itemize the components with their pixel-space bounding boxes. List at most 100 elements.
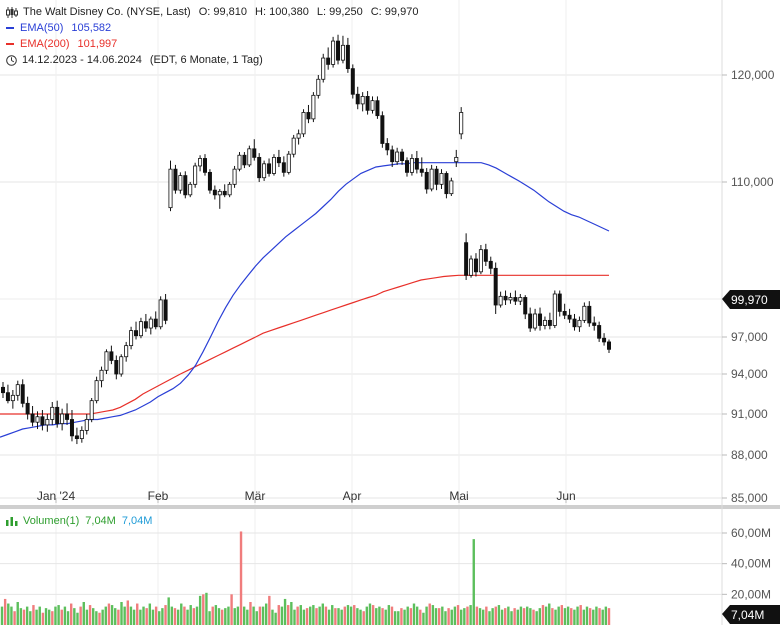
volume-bar xyxy=(22,609,26,625)
time-tick-label: Jan '24 xyxy=(37,489,76,503)
candle-body xyxy=(89,400,94,420)
volume-bar xyxy=(393,611,397,625)
volume-bar xyxy=(202,594,205,625)
volume-bar xyxy=(334,608,337,625)
volume-bar xyxy=(114,608,117,625)
candle-body xyxy=(153,318,158,328)
candle xyxy=(454,149,459,168)
candle xyxy=(513,290,518,306)
candle xyxy=(508,292,513,304)
candle-body xyxy=(99,369,104,382)
volume-bar xyxy=(381,608,384,625)
candle xyxy=(99,366,104,388)
candle-body xyxy=(582,305,587,321)
volume-bar xyxy=(431,605,435,625)
candle xyxy=(119,354,124,377)
candle xyxy=(473,253,478,277)
volume-bar xyxy=(321,603,324,625)
candle xyxy=(385,138,390,156)
candle xyxy=(311,92,316,123)
volume-bar xyxy=(32,605,35,625)
volume-bar xyxy=(560,605,564,625)
volume-bar xyxy=(47,609,51,625)
candle-body xyxy=(79,429,84,439)
candle-body xyxy=(60,413,65,424)
volume-bar xyxy=(478,608,482,625)
volume-bar xyxy=(337,608,340,625)
volume-bar xyxy=(566,606,570,625)
volume-bar xyxy=(535,611,538,625)
candle xyxy=(577,316,582,332)
volume-bar xyxy=(463,608,466,625)
candle-body xyxy=(217,190,222,196)
candle-body xyxy=(365,96,370,111)
candle xyxy=(0,382,6,398)
candle xyxy=(30,406,35,427)
candle xyxy=(602,333,607,346)
volume-bar xyxy=(104,606,107,625)
candle xyxy=(104,349,109,374)
volume-bar xyxy=(299,605,302,625)
candle-body xyxy=(20,384,25,404)
last-price-label: 99,970 xyxy=(731,293,768,307)
candle-body xyxy=(538,313,543,326)
candle-body xyxy=(237,154,242,170)
volume-bar xyxy=(343,606,347,625)
volume-bar xyxy=(444,611,447,625)
candle-body xyxy=(414,158,419,170)
candle-body xyxy=(158,299,163,328)
volume-bar xyxy=(371,605,375,625)
candle xyxy=(173,164,178,194)
candle-body xyxy=(65,413,70,420)
volume-bar xyxy=(384,609,387,625)
candle xyxy=(65,403,70,425)
volume-bar xyxy=(513,608,516,625)
candle-body xyxy=(473,258,478,273)
volume-bar xyxy=(359,609,362,625)
candle-body xyxy=(15,384,20,396)
candle-body xyxy=(513,297,518,302)
volume-bar xyxy=(214,605,218,625)
date-range[interactable]: 14.12.2023 - 14.06.2024 xyxy=(22,54,142,66)
volume-bar xyxy=(390,606,394,625)
candle xyxy=(390,145,395,168)
ema200-legend-row[interactable]: EMA(200) 101,997 xyxy=(6,36,418,52)
candle xyxy=(286,150,291,175)
volume-bar xyxy=(129,606,133,625)
candle-body xyxy=(464,242,469,276)
volume-bar xyxy=(563,608,567,625)
volume-bar xyxy=(227,606,230,625)
volume-bar xyxy=(158,611,161,625)
candle-body xyxy=(173,168,178,191)
candle-body xyxy=(55,406,60,424)
volume-bar xyxy=(107,603,111,625)
volume-bar xyxy=(529,608,532,625)
volume-bar xyxy=(532,609,535,625)
ema50-legend-row[interactable]: EMA(50) 105,582 xyxy=(6,20,418,36)
volume-bar xyxy=(309,606,312,625)
price-tick-label: 120,000 xyxy=(731,68,775,82)
volume-bar xyxy=(283,598,287,625)
instrument-title[interactable]: The Walt Disney Co. (NYSE, Last) xyxy=(23,6,191,18)
volume-bar xyxy=(126,600,130,625)
candle xyxy=(444,171,449,199)
volume-bar xyxy=(327,609,331,625)
volume-label[interactable]: Volumen(1) xyxy=(23,515,80,527)
volume-bar xyxy=(425,606,428,625)
volume-bar xyxy=(29,611,32,625)
candle-body xyxy=(104,351,109,371)
volume-value-1: 7,04M xyxy=(85,515,116,527)
candle xyxy=(267,158,272,177)
candle-body xyxy=(395,151,400,163)
volume-bar xyxy=(148,603,152,625)
candle xyxy=(469,255,474,278)
volume-bar xyxy=(161,608,164,625)
candle-body xyxy=(301,112,306,135)
candle-body xyxy=(542,319,547,326)
volume-bar xyxy=(164,605,167,625)
volume-bar xyxy=(54,606,57,625)
volume-bar xyxy=(548,603,551,625)
volume-bar xyxy=(7,603,10,625)
volume-bar xyxy=(277,605,280,625)
candle xyxy=(533,308,538,331)
